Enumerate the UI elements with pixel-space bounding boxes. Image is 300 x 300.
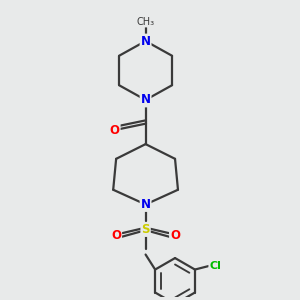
Text: N: N xyxy=(141,198,151,211)
Text: N: N xyxy=(141,93,151,106)
Text: Cl: Cl xyxy=(209,261,221,271)
Text: CH₃: CH₃ xyxy=(136,17,154,27)
Text: O: O xyxy=(170,229,180,242)
Text: O: O xyxy=(110,124,120,137)
Text: S: S xyxy=(141,223,150,236)
Text: N: N xyxy=(141,34,151,48)
Text: O: O xyxy=(111,229,121,242)
